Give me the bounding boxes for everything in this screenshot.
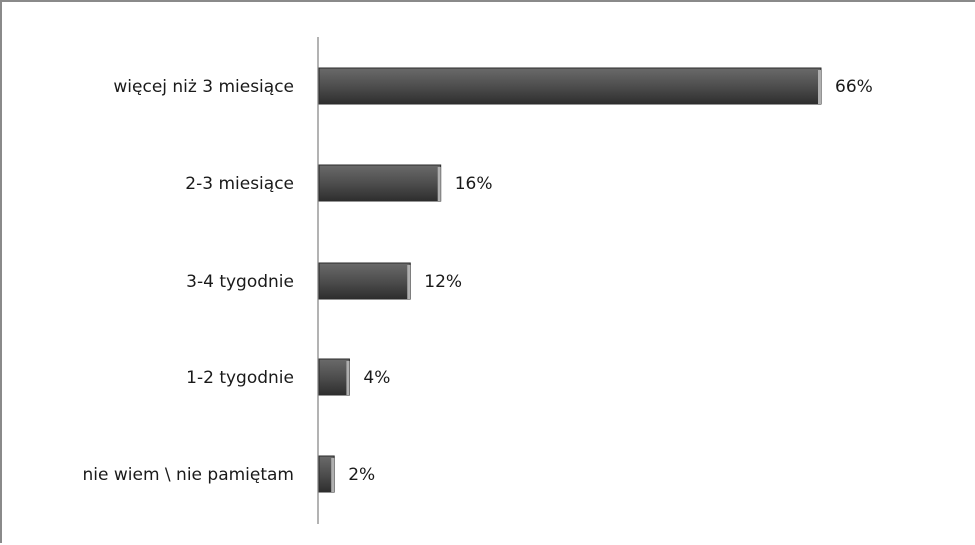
bar-edge-4 xyxy=(331,458,335,492)
bar-2 xyxy=(318,262,411,300)
value-label-3: 4% xyxy=(363,368,390,388)
category-label-4: nie wiem \ nie pamiętam xyxy=(83,465,295,485)
bar-edge-0 xyxy=(818,70,821,104)
value-label-0: 66% xyxy=(835,77,873,97)
value-label-1: 16% xyxy=(455,174,493,194)
bar-1 xyxy=(318,164,442,202)
bar-0 xyxy=(318,67,822,105)
category-label-2: 3-4 tygodnie xyxy=(186,272,294,292)
value-label-4: 2% xyxy=(348,465,375,485)
category-label-0: więcej niż 3 miesiące xyxy=(113,77,294,97)
value-label-2: 12% xyxy=(424,272,462,292)
bar-edge-3 xyxy=(346,361,350,395)
category-label-3: 1-2 tygodnie xyxy=(186,368,294,388)
bar-edge-1 xyxy=(437,167,441,201)
bar-edge-2 xyxy=(407,265,411,299)
category-label-1: 2-3 miesiące xyxy=(185,174,294,194)
bar-3 xyxy=(318,358,350,396)
